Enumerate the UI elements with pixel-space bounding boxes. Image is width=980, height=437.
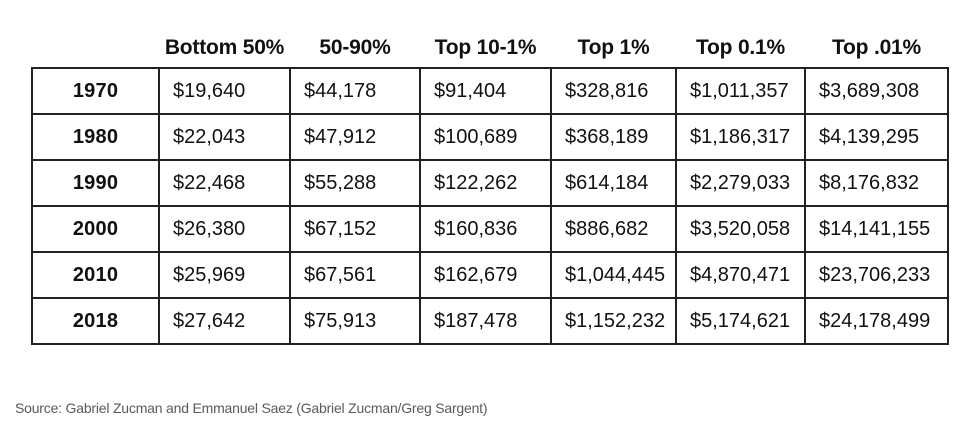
value-cell: $1,186,317	[675, 113, 806, 161]
column-header-top-10-1: Top 10-1%	[434, 36, 537, 59]
value-cell: $122,262	[419, 159, 552, 207]
value-cell: $4,870,471	[675, 251, 806, 299]
table-row-2000: 2000 $26,380 $67,152 $160,836 $886,682 $…	[31, 205, 949, 253]
value-cell: $614,184	[550, 159, 677, 207]
value-cell: $75,913	[289, 297, 421, 345]
table-row-2018: 2018 $27,642 $75,913 $187,478 $1,152,232…	[31, 297, 949, 345]
income-table-container: Bottom 50% 50-90% Top 10-1% Top 1% Top 0…	[31, 36, 949, 345]
value-cell: $1,011,357	[675, 67, 806, 115]
value-cell: $55,288	[289, 159, 421, 207]
value-cell: $27,642	[158, 297, 291, 345]
year-cell: 1980	[31, 113, 160, 161]
value-cell: $100,689	[419, 113, 552, 161]
column-header-top-0-01: Top .01%	[831, 36, 922, 59]
income-by-percentile-table: Bottom 50% 50-90% Top 10-1% Top 1% Top 0…	[31, 36, 949, 345]
table-row-1990: 1990 $22,468 $55,288 $122,262 $614,184 $…	[31, 159, 949, 207]
table-header-row: Bottom 50% 50-90% Top 10-1% Top 1% Top 0…	[32, 36, 948, 68]
year-cell: 2010	[31, 251, 160, 299]
value-cell: $4,139,295	[804, 113, 949, 161]
year-cell: 2000	[31, 205, 160, 253]
value-cell: $91,404	[419, 67, 552, 115]
value-cell: $160,836	[419, 205, 552, 253]
table-row-1980: 1980 $22,043 $47,912 $100,689 $368,189 $…	[31, 113, 949, 161]
value-cell: $1,152,232	[550, 297, 677, 345]
value-cell: $25,969	[158, 251, 291, 299]
value-cell: $8,176,832	[804, 159, 949, 207]
value-cell: $44,178	[289, 67, 421, 115]
value-cell: $67,152	[289, 205, 421, 253]
column-header-top-1: Top 1%	[577, 36, 650, 59]
column-header-50-90: 50-90%	[319, 36, 391, 59]
value-cell: $23,706,233	[804, 251, 949, 299]
value-cell: $328,816	[550, 67, 677, 115]
column-header-year	[32, 36, 159, 68]
value-cell: $14,141,155	[804, 205, 949, 253]
value-cell: $5,174,621	[675, 297, 806, 345]
year-cell: 2018	[31, 297, 160, 345]
table-row-2010: 2010 $25,969 $67,561 $162,679 $1,044,445…	[31, 251, 949, 299]
value-cell: $22,043	[158, 113, 291, 161]
year-cell: 1970	[31, 67, 160, 115]
value-cell: $19,640	[158, 67, 291, 115]
value-cell: $47,912	[289, 113, 421, 161]
table-row-1970: 1970 $19,640 $44,178 $91,404 $328,816 $1…	[31, 67, 949, 115]
value-cell: $3,689,308	[804, 67, 949, 115]
value-cell: $3,520,058	[675, 205, 806, 253]
value-cell: $26,380	[158, 205, 291, 253]
source-caption: Source: Gabriel Zucman and Emmanuel Saez…	[15, 400, 488, 416]
year-cell: 1990	[31, 159, 160, 207]
column-header-bottom-50: Bottom 50%	[164, 36, 285, 59]
value-cell: $67,561	[289, 251, 421, 299]
value-cell: $886,682	[550, 205, 677, 253]
value-cell: $1,044,445	[550, 251, 677, 299]
value-cell: $24,178,499	[804, 297, 949, 345]
value-cell: $2,279,033	[675, 159, 806, 207]
value-cell: $22,468	[158, 159, 291, 207]
column-header-top-0-1: Top 0.1%	[695, 36, 786, 59]
value-cell: $368,189	[550, 113, 677, 161]
value-cell: $162,679	[419, 251, 552, 299]
value-cell: $187,478	[419, 297, 552, 345]
